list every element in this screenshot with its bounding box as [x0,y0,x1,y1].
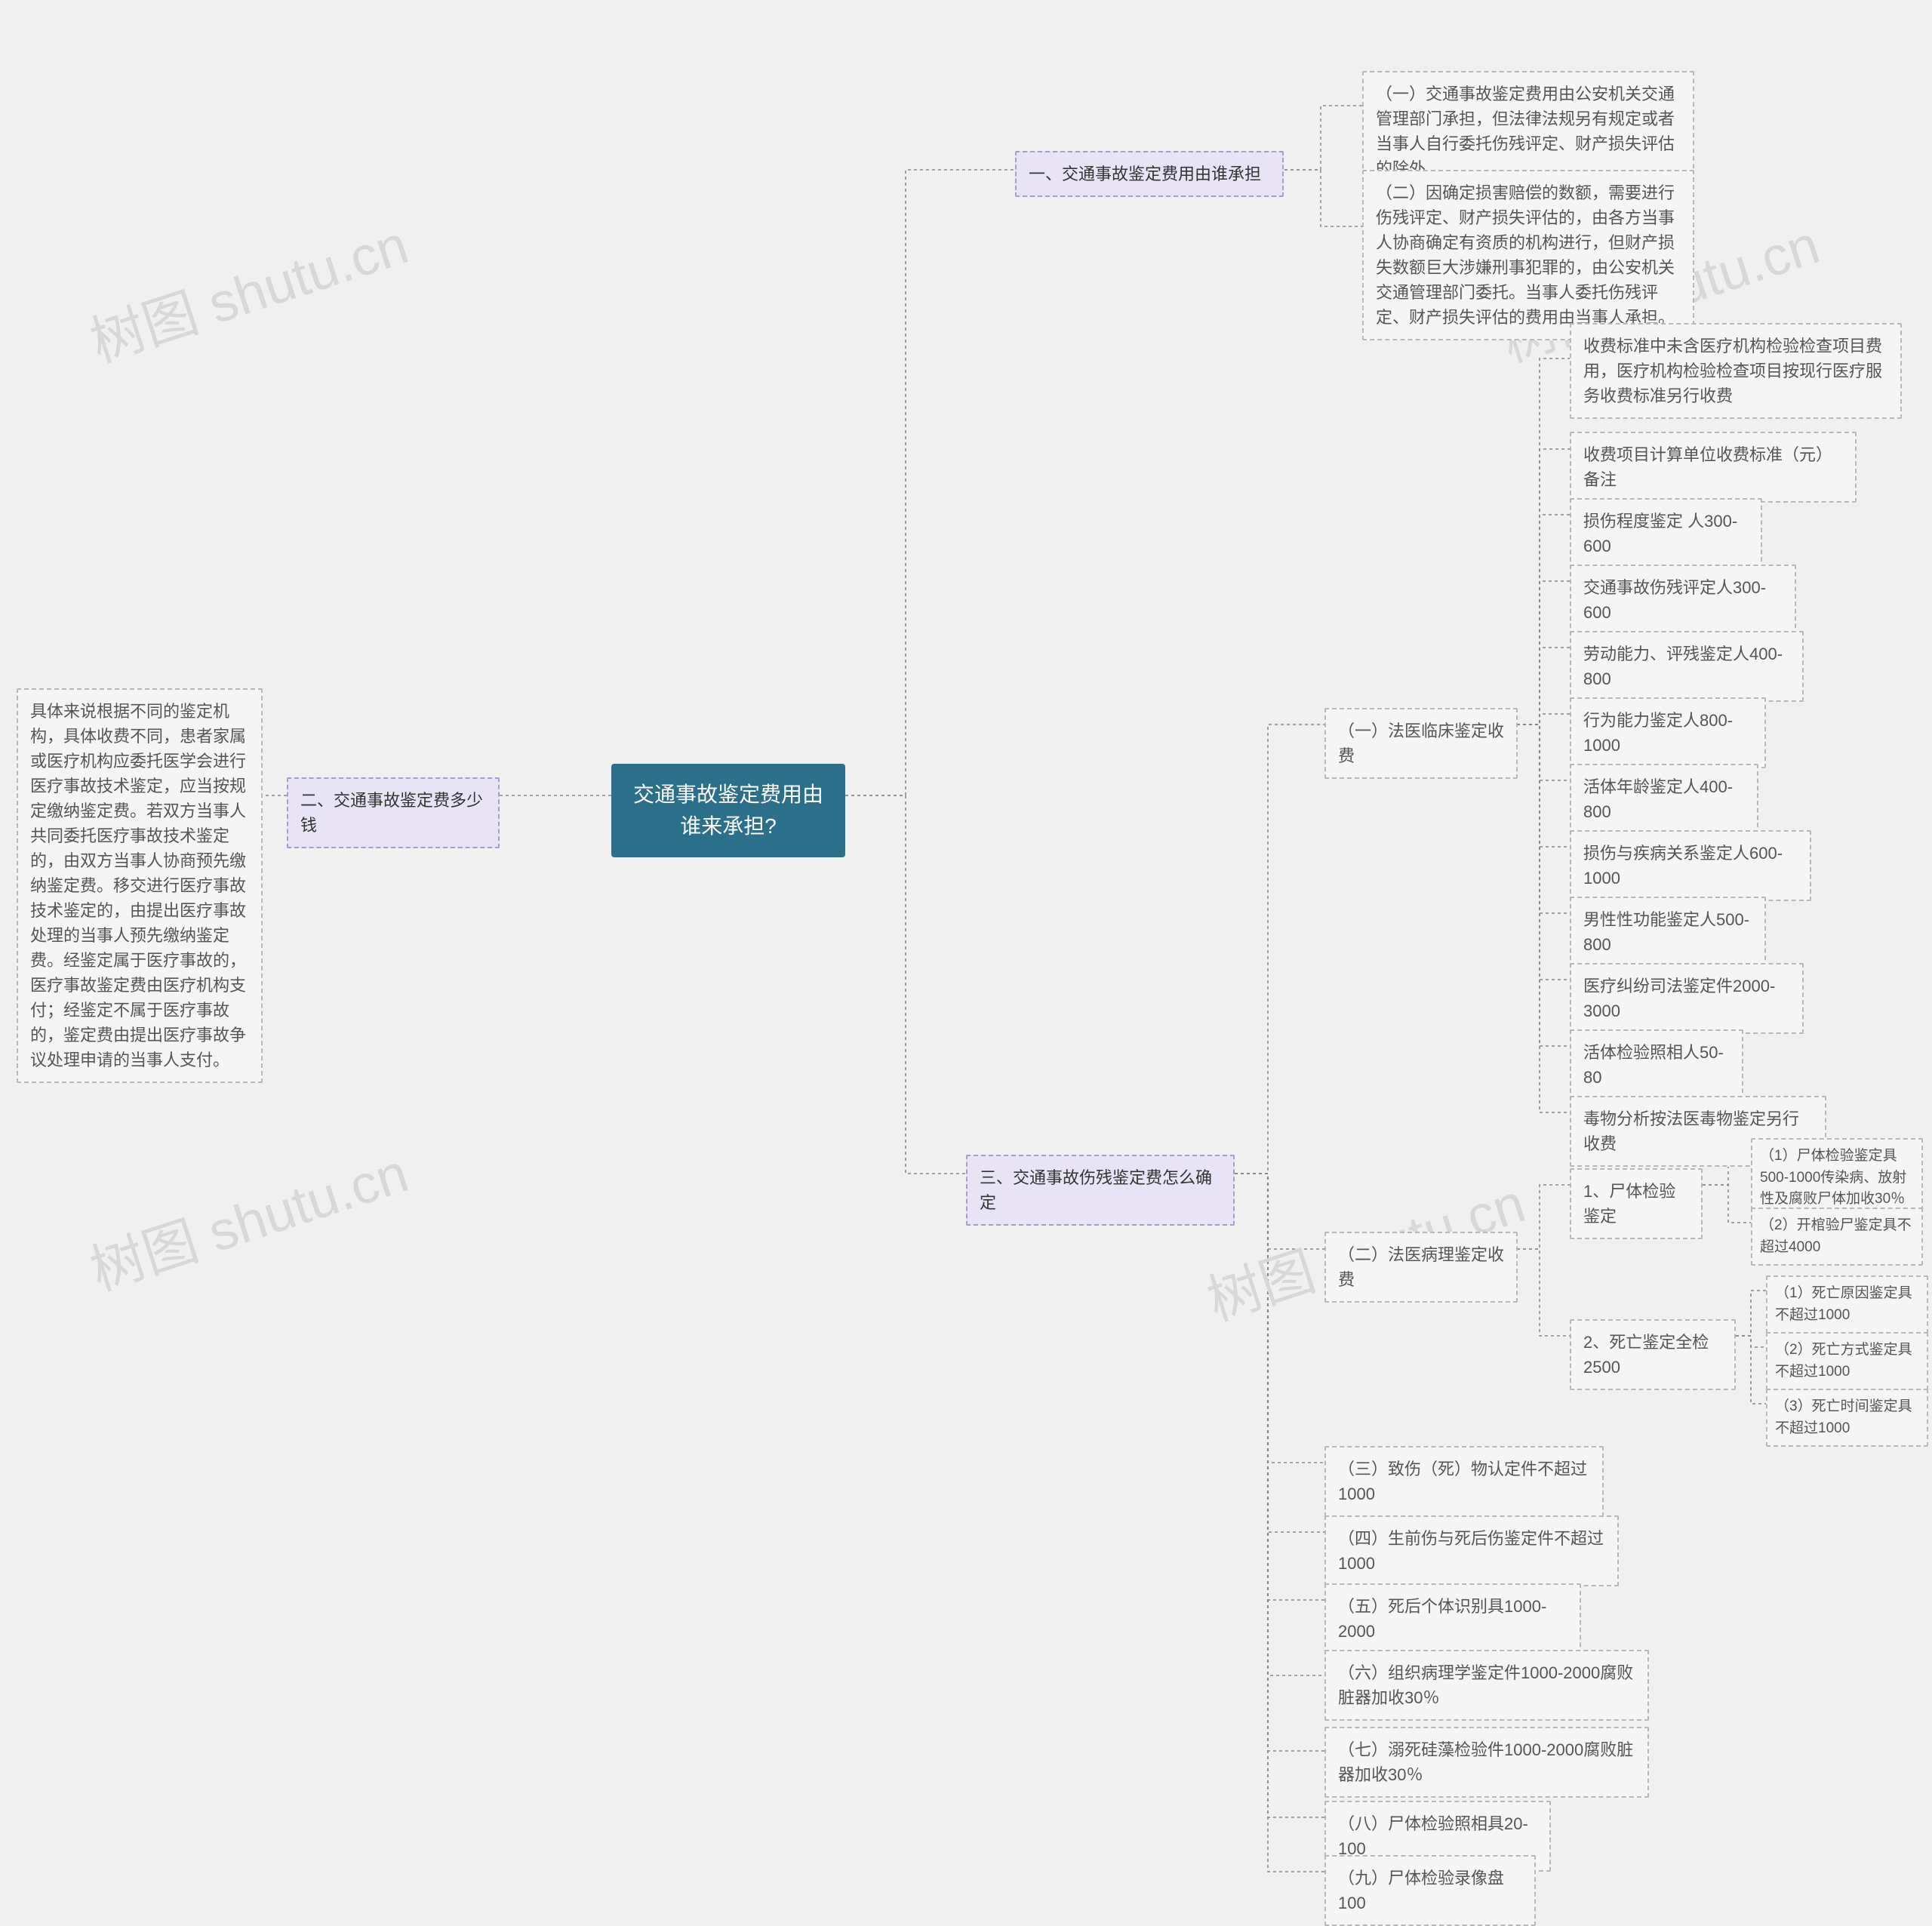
b3-sub1-item-10: 活体检验照相人50-80 [1570,1029,1743,1100]
b3-sub2-c2-item-1: （2）死亡方式鉴定具不超过1000 [1766,1332,1928,1390]
b3-sub2-c2-title: 2、死亡鉴定全检2500 [1570,1319,1736,1390]
root-node: 交通事故鉴定费用由谁来承担? [611,764,845,857]
branch1-item-1: （二）因确定损害赔偿的数额，需要进行伤残评定、财产损失评估的，由各方当事人协商确… [1362,170,1694,340]
b3-sub2-c1-title: 1、尸体检验鉴定 [1570,1168,1703,1239]
b3-sub1-item-5: 行为能力鉴定人800-1000 [1570,697,1766,768]
b3-other-1: （四）生前伤与死后伤鉴定件不超过1000 [1324,1515,1619,1586]
watermark: 树图 shutu.cn [78,200,416,377]
branch2-item: 具体来说根据不同的鉴定机构，具体收费不同，患者家属或医疗机构应委托医学会进行医疗… [17,688,263,1083]
b3-sub2-c1-item-0: （1）尸体检验鉴定具500-1000传染病、放射性及腐败尸体加收30％ [1751,1138,1923,1218]
b3-sub1-item-3: 交通事故伤残评定人300-600 [1570,565,1796,635]
b3-other-0: （三）致伤（死）物认定件不超过1000 [1324,1446,1604,1517]
b3-sub1-item-1: 收费项目计算单位收费标准（元）备注 [1570,432,1857,503]
b3-sub1-item-8: 男性性功能鉴定人500-800 [1570,897,1766,968]
b3-sub2-c1-item-1: （2）开棺验尸鉴定具不超过4000 [1751,1208,1923,1266]
b3-sub1-item-0: 收费标准中未含医疗机构检验检查项目费用，医疗机构检验检查项目按现行医疗服务收费标… [1570,323,1902,419]
b3-sub1-item-9: 医疗纠纷司法鉴定件2000-3000 [1570,963,1804,1034]
b3-sub1-item-2: 损伤程度鉴定 人300-600 [1570,498,1762,569]
b3-other-4: （七）溺死硅藻检验件1000-2000腐败脏器加收30％ [1324,1727,1649,1798]
b3-other-2: （五）死后个体识别具1000-2000 [1324,1583,1581,1654]
b3-other-3: （六）组织病理学鉴定件1000-2000腐败脏器加收30％ [1324,1650,1649,1721]
branch2-title: 二、交通事故鉴定费多少钱 [287,777,500,848]
branch3-title: 三、交通事故伤残鉴定费怎么确定 [966,1155,1235,1226]
b3-sub1-item-6: 活体年龄鉴定人400-800 [1570,764,1758,835]
b3-sub2-title: （二）法医病理鉴定收费 [1324,1232,1518,1303]
b3-sub1-title: （一）法医临床鉴定收费 [1324,708,1518,779]
watermark: 树图 shutu.cn [78,1128,416,1306]
b3-other-6: （九）尸体检验录像盘100 [1324,1855,1536,1926]
b3-sub2-c2-item-2: （3）死亡时间鉴定具不超过1000 [1766,1389,1928,1447]
b3-sub2-c2-item-0: （1）死亡原因鉴定具不超过1000 [1766,1275,1928,1334]
b3-sub1-item-7: 损伤与疾病关系鉴定人600-1000 [1570,830,1811,901]
b3-sub1-item-4: 劳动能力、评残鉴定人400-800 [1570,631,1804,702]
branch1-title: 一、交通事故鉴定费用由谁承担 [1015,151,1284,197]
